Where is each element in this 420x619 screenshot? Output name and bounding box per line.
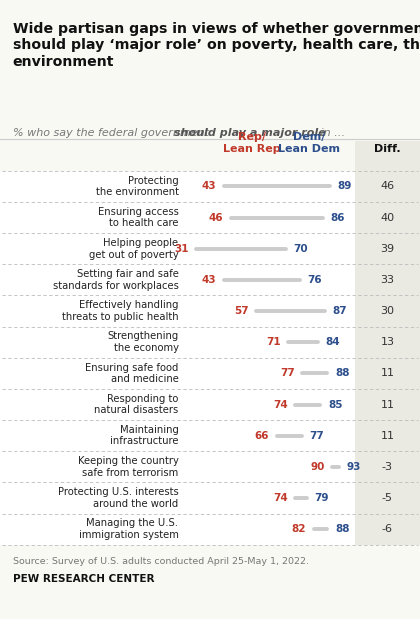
Text: 43: 43 — [202, 181, 216, 191]
Text: in …: in … — [317, 128, 345, 138]
Text: 31: 31 — [174, 244, 189, 254]
Text: 13: 13 — [381, 337, 394, 347]
Text: 30: 30 — [381, 306, 394, 316]
Text: Keeping the country
safe from terrorism: Keeping the country safe from terrorism — [78, 456, 178, 478]
Text: Helping people
get out of poverty: Helping people get out of poverty — [89, 238, 178, 259]
Text: Rep/
Lean Rep: Rep/ Lean Rep — [223, 132, 281, 154]
Text: 40: 40 — [381, 212, 394, 223]
Text: Protecting U.S. interests
around the world: Protecting U.S. interests around the wor… — [58, 487, 178, 509]
Text: Ensuring access
to health care: Ensuring access to health care — [97, 207, 178, 228]
Text: Dem/
Lean Dem: Dem/ Lean Dem — [278, 132, 340, 154]
Text: 79: 79 — [314, 493, 329, 503]
Text: Effectively handling
threats to public health: Effectively handling threats to public h… — [62, 300, 178, 322]
Text: 77: 77 — [280, 368, 294, 378]
Text: 88: 88 — [335, 524, 349, 534]
Text: Diff.: Diff. — [374, 144, 401, 154]
Text: 46: 46 — [381, 181, 394, 191]
Text: Responding to
natural disasters: Responding to natural disasters — [94, 394, 178, 415]
Text: 76: 76 — [307, 275, 322, 285]
Text: Strengthening
the economy: Strengthening the economy — [107, 331, 178, 353]
Text: should play a major role: should play a major role — [174, 128, 326, 138]
Text: 71: 71 — [266, 337, 281, 347]
Text: 11: 11 — [381, 431, 394, 441]
Text: Setting fair and safe
standards for workplaces: Setting fair and safe standards for work… — [52, 269, 178, 291]
Text: Source: Survey of U.S. adults conducted April 25-May 1, 2022.: Source: Survey of U.S. adults conducted … — [13, 557, 309, 566]
Text: 77: 77 — [310, 431, 324, 441]
Text: % who say the federal government: % who say the federal government — [13, 128, 212, 138]
Text: -5: -5 — [382, 493, 393, 503]
Text: 88: 88 — [335, 368, 349, 378]
Text: 70: 70 — [294, 244, 308, 254]
Text: Managing the U.S.
immigration system: Managing the U.S. immigration system — [79, 518, 178, 540]
Text: 66: 66 — [255, 431, 269, 441]
Text: 11: 11 — [381, 368, 394, 378]
Text: Wide partisan gaps in views of whether government
should play ‘major role’ on po: Wide partisan gaps in views of whether g… — [13, 22, 420, 69]
Text: 93: 93 — [346, 462, 361, 472]
Text: 86: 86 — [330, 212, 345, 223]
Text: Maintaining
infrastructure: Maintaining infrastructure — [110, 425, 178, 446]
Text: 82: 82 — [291, 524, 306, 534]
Text: 43: 43 — [202, 275, 216, 285]
Text: Protecting
the environment: Protecting the environment — [95, 176, 178, 197]
Text: 90: 90 — [310, 462, 324, 472]
Text: 33: 33 — [381, 275, 394, 285]
Text: 57: 57 — [234, 306, 249, 316]
Text: PEW RESEARCH CENTER: PEW RESEARCH CENTER — [13, 574, 154, 584]
Text: Ensuring safe food
and medicine: Ensuring safe food and medicine — [85, 363, 178, 384]
Text: 87: 87 — [333, 306, 347, 316]
Text: 11: 11 — [381, 399, 394, 410]
Text: 46: 46 — [209, 212, 223, 223]
Text: -3: -3 — [382, 462, 393, 472]
Text: 85: 85 — [328, 399, 343, 410]
Text: 89: 89 — [337, 181, 352, 191]
Text: 39: 39 — [381, 244, 394, 254]
Text: 74: 74 — [273, 399, 288, 410]
Text: -6: -6 — [382, 524, 393, 534]
Text: 74: 74 — [273, 493, 288, 503]
Text: 84: 84 — [326, 337, 340, 347]
